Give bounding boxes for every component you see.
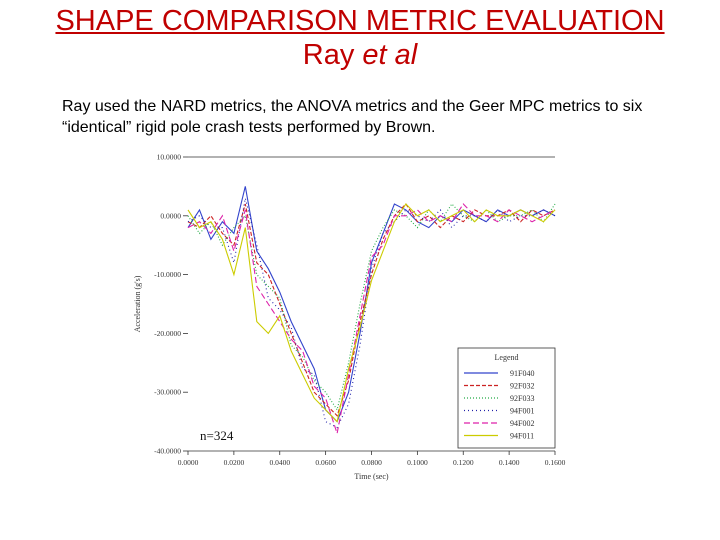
y-tick-label: -20.0000 [154, 329, 181, 338]
legend-entry: 94F011 [510, 432, 534, 441]
x-tick-label: 0.0000 [178, 458, 199, 467]
series-line-94F002 [187, 203, 556, 436]
x-tick-label: 0.1400 [499, 458, 520, 467]
y-tick-label: -30.0000 [154, 388, 181, 397]
x-tick-label: 0.1200 [453, 458, 474, 467]
legend-entry: 92F033 [510, 394, 534, 403]
y-tick-label: -10.0000 [154, 270, 181, 279]
series-line-94F011 [187, 203, 556, 423]
sample-count-annotation: n=324 [200, 428, 234, 443]
y-tick-label: -40.0000 [154, 447, 181, 456]
legend-title: Legend [495, 353, 519, 362]
x-tick-label: 0.1000 [407, 458, 428, 467]
y-tick-label: 0.0000 [160, 211, 181, 220]
legend-box [457, 347, 556, 449]
legend-entry: 91F040 [510, 369, 534, 378]
y-axis-label: Acceleration (g's) [133, 275, 142, 332]
subtitle-prefix: Ray [302, 39, 363, 71]
subtitle-italic: et al [362, 39, 418, 71]
x-tick-label: 0.0400 [269, 458, 290, 467]
legend-entry: 94F001 [510, 407, 534, 416]
slide-subtitle: Ray et al [0, 38, 720, 72]
series-line-92F032 [187, 203, 556, 417]
slide-description: Ray used the NARD metrics, the ANOVA met… [62, 98, 643, 136]
y-tick-label: 10.0000 [157, 153, 182, 162]
x-tick-label: 0.0600 [315, 458, 336, 467]
legend-entry: 92F032 [510, 382, 534, 391]
slide-title: SHAPE COMPARISON METRIC EVALUATION [55, 5, 665, 37]
x-tick-label: 0.1600 [545, 458, 566, 467]
legend-entry: 94F002 [510, 419, 534, 428]
x-tick-label: 0.0800 [361, 458, 382, 467]
x-axis-label: Time (sec) [354, 472, 388, 481]
x-tick-label: 0.0200 [224, 458, 245, 467]
slide-title-block: SHAPE COMPARISON METRIC EVALUATION Ray e… [0, 4, 720, 72]
